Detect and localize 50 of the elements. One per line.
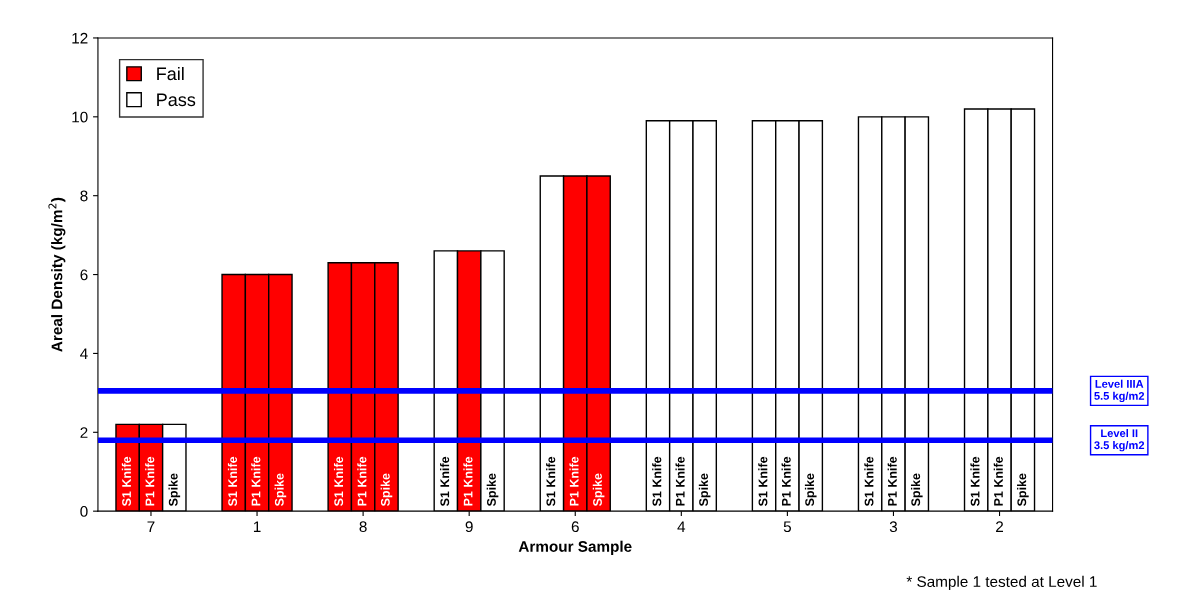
data-label: S1 Knife [652,456,662,507]
y-tick-label: 6 [80,269,88,281]
y-tick-label: 0 [80,506,88,517]
ref-line-label: Level IIIA 5.5 kg/m2 [1094,379,1145,403]
data-label: Spike [910,473,923,507]
legend-label: Pass [157,93,196,107]
y-tick-label: 2 [80,427,88,438]
data-label: P1 Knife [887,456,897,506]
data-label: P1 Knife [463,456,473,506]
data-label: S1 Knife [546,456,556,507]
data-label: S1 Knife [758,456,768,507]
data-label: Spike [804,473,817,507]
data-label: P1 Knife [145,456,155,506]
x-tick-label: 2 [996,521,1004,532]
data-label: Spike [168,473,181,507]
x-tick-label: 4 [677,521,686,532]
data-label: P1 Knife [675,456,685,506]
x-tick-label: 3 [889,521,898,533]
data-label: Spike [486,473,499,507]
data-label: S1 Knife [227,456,238,507]
data-label: S1 Knife [121,456,131,507]
x-tick-label: 7 [147,521,155,532]
data-label: P1 Knife [251,456,261,506]
x-tick-label: 1 [253,521,261,532]
data-label: Spike [380,473,393,507]
x-tick-label: 6 [571,521,579,533]
data-label: P1 Knife [993,456,1003,506]
data-label: S1 Knife [440,456,450,507]
data-label: Spike [698,473,711,507]
x-tick-label: 9 [465,521,473,533]
data-label: Spike [1017,473,1029,507]
y-axis-title: Areal Density (kg/m$^{2}$) [48,197,66,352]
data-label: Spike [592,473,605,507]
x-tick-label: 8 [359,521,367,533]
data-label: P1 Knife [781,456,791,506]
data-label: S1 Knife [333,456,344,507]
ref-line-label: Level II 3.5 kg/m2 [1094,429,1145,452]
y-tick-label: 4 [80,348,88,359]
data-label: Spike [274,473,287,507]
y-tick-label: 12 [72,32,88,44]
data-label: S1 Knife [970,456,980,507]
data-label: P1 Knife [569,456,579,506]
text: * Sample 1 tested at Level 1 [906,575,1097,591]
y-tick-label: 10 [72,111,88,123]
legend-label: Fail [157,66,184,81]
y-tick-label: 8 [80,190,88,202]
data-label: S1 Knife [864,456,874,507]
x-axis-title: Armour Sample [518,540,632,555]
data-label: P1 Knife [357,456,367,506]
x-tick-label: 5 [783,521,791,533]
